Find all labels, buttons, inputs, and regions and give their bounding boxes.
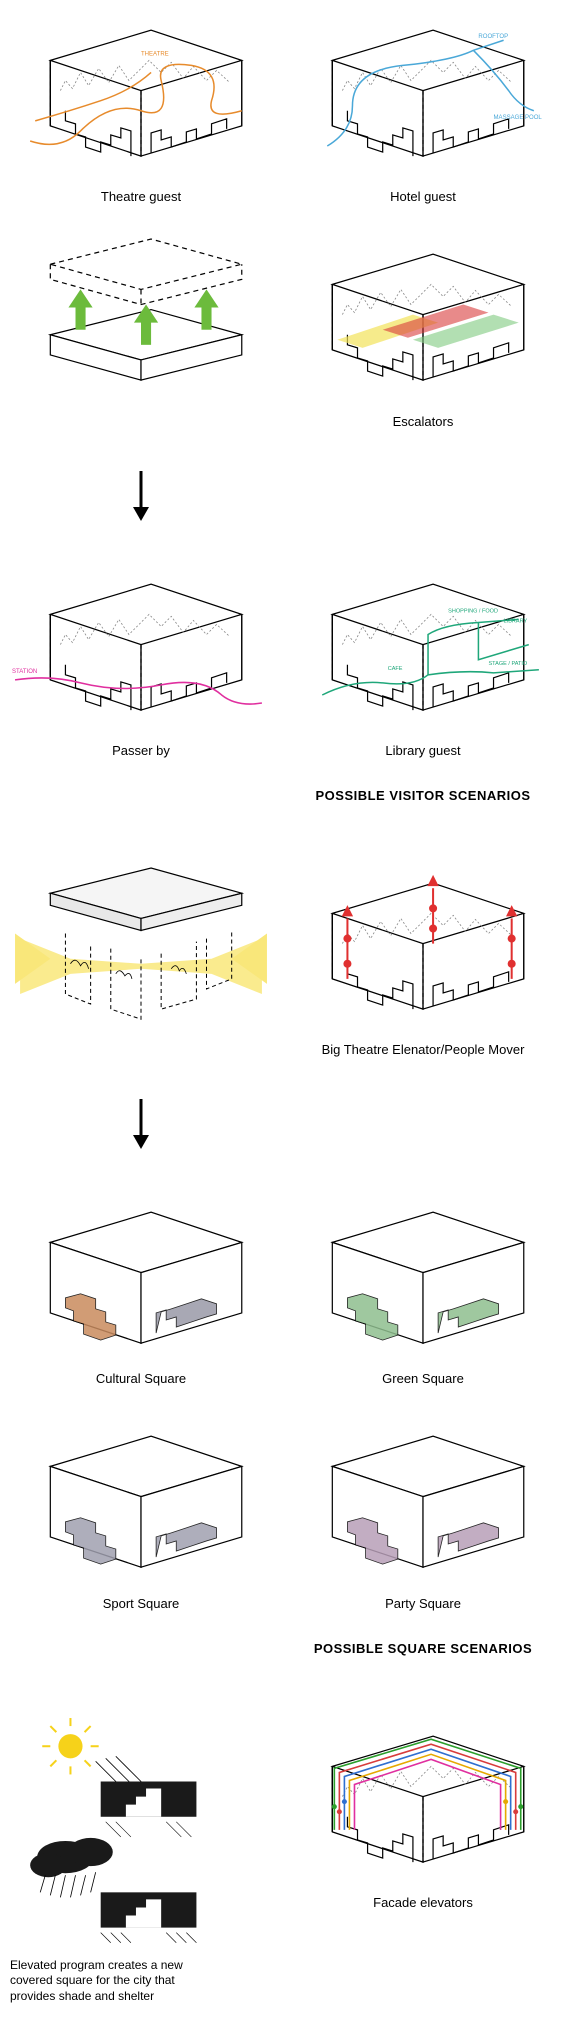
diagram-big-theatre-elevator	[292, 863, 554, 1034]
diagram-escalators	[292, 234, 554, 405]
row-arrow-2	[10, 1087, 554, 1162]
diagram-party-square	[292, 1416, 554, 1587]
diagram-hotel-guest: ROOFTOP MASSAGE POOL	[292, 10, 554, 181]
caption-cultural: Cultural Square	[96, 1371, 186, 1386]
arrow-down-1	[10, 469, 272, 524]
caption-passer: Passer by	[112, 743, 170, 758]
caption-library: Library guest	[385, 743, 460, 758]
annot-hotel-rooftop: ROOFTOP	[478, 34, 508, 40]
section-visitor-scenarios: POSSIBLE VISITOR SCENARIOS	[292, 788, 554, 803]
cell-passer: STATION Passer by	[10, 564, 272, 758]
annot-lib-4: STAGE / PATIO	[488, 660, 527, 666]
annot-theatre: THEATRE	[141, 51, 169, 57]
cell-shelter: Elevated program creates a new covered s…	[10, 1716, 272, 2005]
cell-party: Party Square	[292, 1416, 554, 1610]
annot-passer-station: STATION	[12, 668, 37, 674]
caption-elevated: Elevated program creates a new covered s…	[10, 1958, 210, 2005]
annot-lib-3: CAFE	[388, 665, 403, 671]
annot-lib-2: LIBRARY	[504, 618, 528, 624]
diagram-lift-slab	[10, 234, 272, 405]
caption-big-theatre: Big Theatre Elenator/People Mover	[322, 1042, 525, 1057]
caption-theatre: Theatre guest	[101, 189, 181, 204]
cell-cultural: Cultural Square	[10, 1192, 272, 1386]
diagram-green-square	[292, 1192, 554, 1363]
diagram-sport-square	[10, 1416, 272, 1587]
annot-lib-1: SHOPPING / FOOD	[448, 608, 498, 614]
section-square-scenarios: POSSIBLE SQUARE SCENARIOS	[292, 1641, 554, 1656]
cell-library: SHOPPING / FOOD LIBRARY CAFE STAGE / PAT…	[292, 564, 554, 758]
caption-party: Party Square	[385, 1596, 461, 1611]
cell-hotel: ROOFTOP MASSAGE POOL Hotel guest	[292, 10, 554, 204]
row-arrow-1	[10, 459, 554, 534]
arrow-down-2	[10, 1097, 272, 1152]
cell-theatre: THEATRE Theatre guest	[10, 10, 272, 204]
cell-lift	[10, 234, 272, 428]
row-cultural-green: Cultural Square Green Square	[10, 1192, 554, 1386]
diagram-passer-by: STATION	[10, 564, 272, 735]
cell-escalators: Escalators	[292, 234, 554, 428]
diagram-theatre-guest: THEATRE	[10, 10, 272, 181]
cell-big-theatre: Big Theatre Elenator/People Mover	[292, 863, 554, 1057]
diagram-facade-elevators	[292, 1716, 554, 1887]
row-lift-escalators: Escalators	[10, 234, 554, 428]
caption-sport: Sport Square	[103, 1596, 180, 1611]
caption-facade: Facade elevators	[373, 1895, 473, 1910]
caption-escalators: Escalators	[393, 414, 454, 429]
diagram-shelter	[10, 1716, 272, 1948]
cell-sport: Sport Square	[10, 1416, 272, 1610]
caption-hotel: Hotel guest	[390, 189, 456, 204]
row-shelter-facade: Elevated program creates a new covered s…	[10, 1716, 554, 2005]
caption-green: Green Square	[382, 1371, 464, 1386]
cell-dispersal	[10, 863, 272, 1057]
annot-hotel-pool: MASSAGE POOL	[494, 115, 543, 121]
cell-green: Green Square	[292, 1192, 554, 1386]
diagram-dispersal	[10, 863, 272, 1034]
diagram-cultural-square	[10, 1192, 272, 1363]
diagram-library-guest: SHOPPING / FOOD LIBRARY CAFE STAGE / PAT…	[292, 564, 554, 735]
row-passer-library: STATION Passer by SHOPPING / FOOD LIBRAR…	[10, 564, 554, 833]
row-dispersal-elevator: Big Theatre Elenator/People Mover	[10, 863, 554, 1057]
row-sport-party: Sport Square Party Square POSSIBLE SQUAR…	[10, 1416, 554, 1685]
cell-facade: Facade elevators	[292, 1716, 554, 2005]
row-theatre-hotel: THEATRE Theatre guest ROOFTOP MASSAGE PO…	[10, 10, 554, 204]
